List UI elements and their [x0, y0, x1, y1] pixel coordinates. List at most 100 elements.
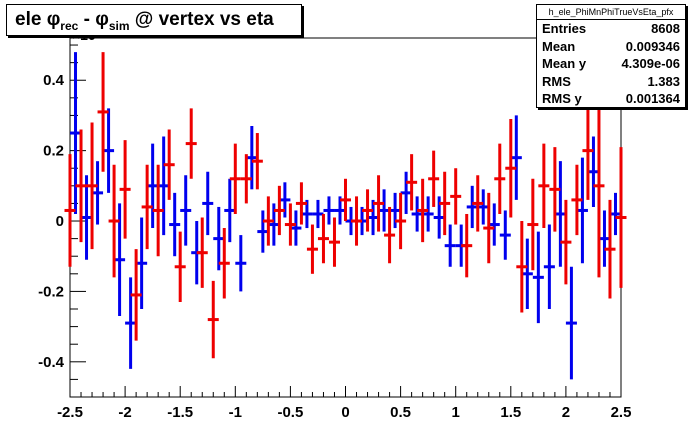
data-point — [262, 196, 274, 246]
data-point — [527, 178, 539, 271]
x-tick-label: 2 — [562, 404, 570, 421]
title-minus: - — [78, 9, 96, 30]
data-point — [538, 143, 550, 229]
data-point — [395, 192, 407, 250]
data-point — [158, 136, 170, 236]
title-subscript-sim: sim — [108, 18, 130, 33]
data-point — [604, 199, 616, 299]
x-tick-label: 1.5 — [500, 404, 521, 421]
data-point — [466, 185, 478, 229]
x-tick-label: -1.5 — [167, 404, 193, 421]
data-point — [499, 210, 511, 260]
y-tick-label: -0.4 — [38, 354, 65, 371]
data-point — [119, 140, 131, 239]
data-point — [439, 171, 451, 236]
data-point — [147, 143, 159, 229]
data-point — [549, 147, 561, 232]
data-point — [510, 115, 522, 200]
data-point — [411, 196, 423, 232]
data-point — [450, 168, 462, 225]
data-point — [587, 136, 599, 207]
data-point — [560, 199, 572, 285]
title-subscript-rec: rec — [60, 18, 79, 33]
data-point — [565, 266, 577, 380]
data-point — [576, 157, 588, 264]
data-point — [406, 154, 418, 211]
data-point — [141, 164, 153, 250]
data-point — [240, 154, 252, 204]
data-point — [218, 228, 230, 299]
data-point — [505, 118, 517, 218]
stats-row-mean-y: Mean y 4.309e-06 — [542, 56, 680, 71]
data-point — [81, 175, 93, 260]
data-point — [290, 210, 302, 246]
data-point — [362, 189, 374, 232]
data-point — [516, 221, 528, 313]
data-point — [152, 164, 164, 257]
data-point — [273, 185, 285, 236]
stats-row-rms: RMS 1.383 — [542, 73, 680, 89]
data-point — [328, 217, 340, 267]
y-tick-label: 0.2 — [43, 143, 64, 160]
data-point — [422, 196, 434, 232]
x-tick-label: 0.5 — [390, 404, 411, 421]
title-suffix: @ vertex vs eta — [129, 9, 274, 30]
x-tick-label: 1 — [452, 404, 460, 421]
data-point — [373, 175, 385, 232]
data-point — [64, 154, 76, 267]
data-point — [284, 203, 296, 246]
y-tick-label: 0.4 — [43, 72, 65, 89]
x-tick-label: -1 — [229, 404, 242, 421]
data-point — [257, 210, 269, 253]
data-point — [92, 161, 104, 225]
data-point — [483, 192, 495, 264]
data-point — [615, 147, 627, 288]
data-point — [174, 231, 186, 302]
title-phi-symbol: φ — [46, 9, 61, 30]
data-point — [400, 171, 412, 214]
data-point — [130, 249, 142, 341]
data-point — [317, 213, 329, 264]
stats-row-mean: Mean 0.009346 — [542, 38, 680, 54]
data-point — [609, 192, 621, 236]
data-point — [494, 143, 506, 214]
data-point — [323, 196, 335, 225]
data-point — [543, 224, 555, 310]
data-point — [229, 143, 241, 214]
data-point — [339, 178, 352, 222]
data-point — [224, 178, 236, 243]
data-point — [125, 277, 137, 369]
data-point — [488, 203, 500, 246]
data-point — [554, 161, 566, 267]
data-point — [163, 129, 175, 200]
data-point — [521, 238, 533, 310]
data-point — [444, 224, 456, 267]
data-point — [477, 189, 489, 225]
data-point — [86, 122, 98, 250]
title-prefix: ele — [15, 9, 47, 30]
data-point — [196, 217, 208, 288]
x-tick-label: -2.5 — [57, 404, 83, 421]
data-point — [213, 206, 225, 271]
stats-box: h_ele_PhiMnPhiTrueVsEta_pfx Entries 8608 … — [536, 4, 686, 108]
data-point — [70, 52, 82, 214]
data-point — [185, 108, 197, 179]
x-tick-label: -2 — [118, 404, 131, 421]
data-point — [571, 164, 583, 236]
stats-histogram-name: h_ele_PhiMnPhiTrueVsEta_pfx — [537, 5, 685, 20]
x-tick-label: 0 — [341, 404, 349, 421]
data-point — [582, 101, 594, 200]
data-point — [306, 224, 318, 274]
data-point — [202, 171, 214, 236]
data-point — [97, 52, 109, 172]
data-point — [384, 206, 396, 264]
data-point — [180, 175, 192, 246]
data-point — [598, 210, 610, 267]
data-point — [378, 189, 390, 232]
data-point — [251, 133, 263, 190]
x-tick-label: -0.5 — [277, 404, 303, 421]
data-point — [279, 182, 291, 218]
x-tick-label: 2.5 — [611, 404, 632, 421]
data-point — [169, 192, 181, 257]
